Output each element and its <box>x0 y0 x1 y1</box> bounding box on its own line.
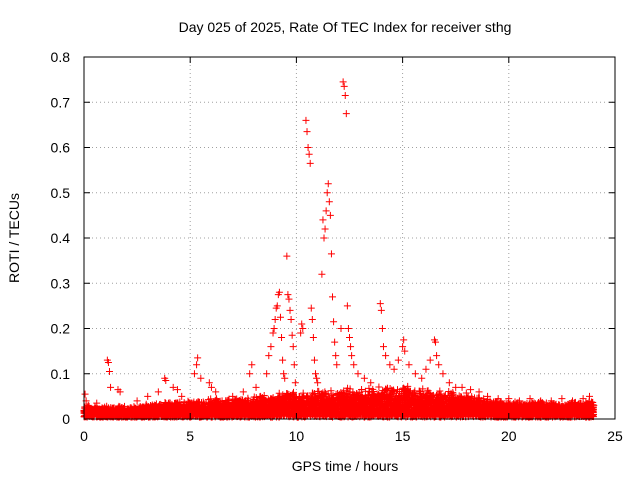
grid-lines <box>84 57 615 419</box>
chart-title: Day 025 of 2025, Rate Of TEC Index for r… <box>179 19 512 35</box>
data-points <box>80 78 598 421</box>
baseline-point <box>103 402 111 410</box>
